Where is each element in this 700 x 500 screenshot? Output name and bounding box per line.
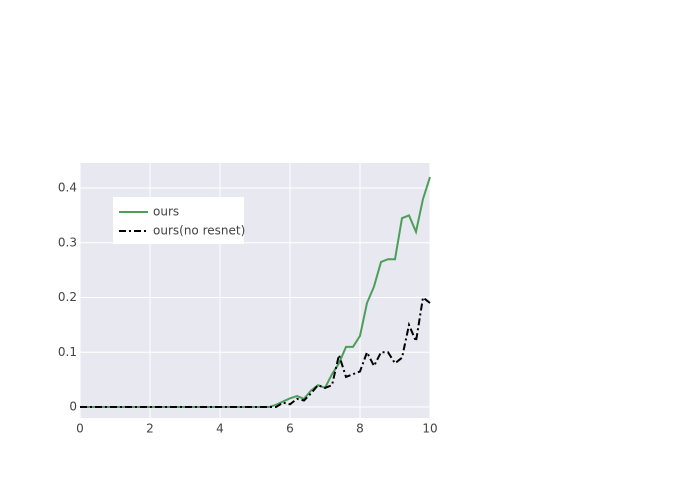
y-tick-label: 0.2 [58, 290, 77, 304]
x-tick-label: 4 [216, 422, 224, 436]
y-tick-label: 0.4 [58, 181, 77, 195]
legend-box [113, 197, 244, 244]
y-tick-label: 0.1 [58, 345, 77, 359]
x-tick-label: 10 [422, 422, 437, 436]
x-tick-label: 6 [286, 422, 294, 436]
legend-label: ours [153, 205, 179, 219]
legend: ours ours(no resnet) [113, 197, 245, 244]
legend-label: ours(no resnet) [153, 224, 245, 238]
x-tick-label: 2 [146, 422, 154, 436]
y-tick-label: 0.3 [58, 235, 77, 249]
series-line [80, 295, 431, 409]
y-tick-label: 0 [69, 400, 77, 414]
x-tick-label: 8 [356, 422, 364, 436]
x-tick-label: 0 [76, 422, 84, 436]
